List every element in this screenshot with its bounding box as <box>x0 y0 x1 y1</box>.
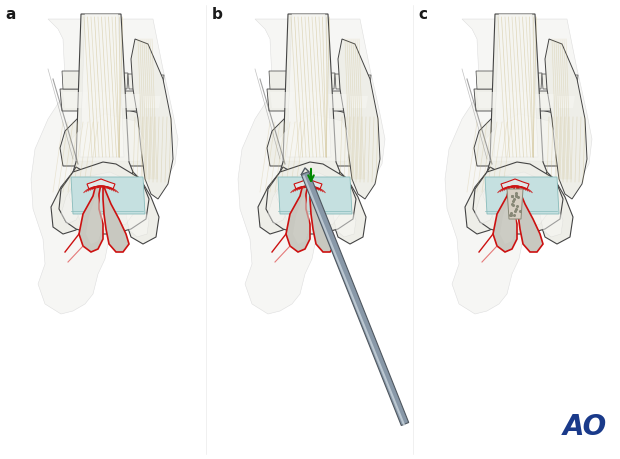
Polygon shape <box>63 92 87 108</box>
Polygon shape <box>473 162 563 234</box>
Polygon shape <box>350 96 368 108</box>
Polygon shape <box>269 71 291 89</box>
Polygon shape <box>70 114 145 161</box>
Polygon shape <box>545 39 587 199</box>
Polygon shape <box>333 187 356 237</box>
Polygon shape <box>494 14 538 157</box>
Polygon shape <box>310 184 336 252</box>
Polygon shape <box>270 92 294 108</box>
Polygon shape <box>465 167 503 234</box>
Polygon shape <box>60 89 90 111</box>
Polygon shape <box>115 91 143 111</box>
Polygon shape <box>71 177 145 214</box>
Polygon shape <box>484 114 559 161</box>
Polygon shape <box>542 74 562 89</box>
Polygon shape <box>520 73 542 89</box>
Polygon shape <box>500 89 532 111</box>
Polygon shape <box>347 93 371 111</box>
Polygon shape <box>267 108 364 166</box>
Polygon shape <box>493 184 517 252</box>
Polygon shape <box>477 92 501 108</box>
Polygon shape <box>517 184 543 252</box>
Polygon shape <box>501 179 529 189</box>
Polygon shape <box>86 89 118 111</box>
Polygon shape <box>287 14 331 157</box>
Polygon shape <box>338 39 380 199</box>
Polygon shape <box>560 75 578 89</box>
Polygon shape <box>475 177 500 224</box>
Polygon shape <box>89 92 115 108</box>
Polygon shape <box>277 114 352 161</box>
Polygon shape <box>500 196 516 244</box>
Polygon shape <box>335 74 355 89</box>
Polygon shape <box>118 94 141 108</box>
Polygon shape <box>268 177 293 224</box>
Polygon shape <box>278 177 352 214</box>
Polygon shape <box>267 89 297 111</box>
Polygon shape <box>528 91 557 111</box>
Polygon shape <box>126 187 149 237</box>
Polygon shape <box>131 39 173 199</box>
Polygon shape <box>80 14 124 157</box>
Polygon shape <box>476 71 498 89</box>
Polygon shape <box>79 184 103 252</box>
Polygon shape <box>286 184 310 252</box>
Polygon shape <box>296 92 322 108</box>
Text: a: a <box>5 7 16 22</box>
Polygon shape <box>276 172 346 231</box>
Polygon shape <box>87 179 115 189</box>
Polygon shape <box>531 94 554 108</box>
Polygon shape <box>143 96 161 108</box>
Polygon shape <box>51 167 89 234</box>
Text: b: b <box>212 7 223 22</box>
Polygon shape <box>507 189 523 219</box>
Polygon shape <box>73 14 133 180</box>
Polygon shape <box>59 162 149 234</box>
Polygon shape <box>301 172 409 425</box>
Polygon shape <box>294 179 322 189</box>
Polygon shape <box>258 167 296 234</box>
Polygon shape <box>69 172 139 231</box>
Polygon shape <box>31 19 178 314</box>
Polygon shape <box>485 177 559 214</box>
Polygon shape <box>353 75 371 89</box>
Text: AO: AO <box>563 413 607 441</box>
Polygon shape <box>146 75 164 89</box>
Polygon shape <box>293 89 325 111</box>
Polygon shape <box>503 92 529 108</box>
Polygon shape <box>238 19 385 314</box>
Polygon shape <box>140 93 164 111</box>
Polygon shape <box>333 172 366 244</box>
Polygon shape <box>61 177 86 224</box>
Polygon shape <box>128 74 148 89</box>
Polygon shape <box>280 14 340 180</box>
Polygon shape <box>106 73 128 89</box>
Polygon shape <box>540 187 563 237</box>
Polygon shape <box>554 93 578 111</box>
Polygon shape <box>540 172 573 244</box>
Polygon shape <box>483 172 553 231</box>
Polygon shape <box>557 96 575 108</box>
Polygon shape <box>313 73 335 89</box>
Polygon shape <box>86 196 102 244</box>
Polygon shape <box>322 91 350 111</box>
Polygon shape <box>474 89 504 111</box>
Polygon shape <box>324 94 347 108</box>
Polygon shape <box>126 172 159 244</box>
Polygon shape <box>498 71 520 89</box>
Polygon shape <box>266 162 356 234</box>
Polygon shape <box>487 14 547 180</box>
Polygon shape <box>445 19 592 314</box>
Polygon shape <box>293 196 309 244</box>
Polygon shape <box>474 108 571 166</box>
Polygon shape <box>103 184 129 252</box>
Text: c: c <box>418 7 427 22</box>
Polygon shape <box>62 71 84 89</box>
Polygon shape <box>60 108 157 166</box>
Polygon shape <box>84 71 106 89</box>
Polygon shape <box>291 71 313 89</box>
